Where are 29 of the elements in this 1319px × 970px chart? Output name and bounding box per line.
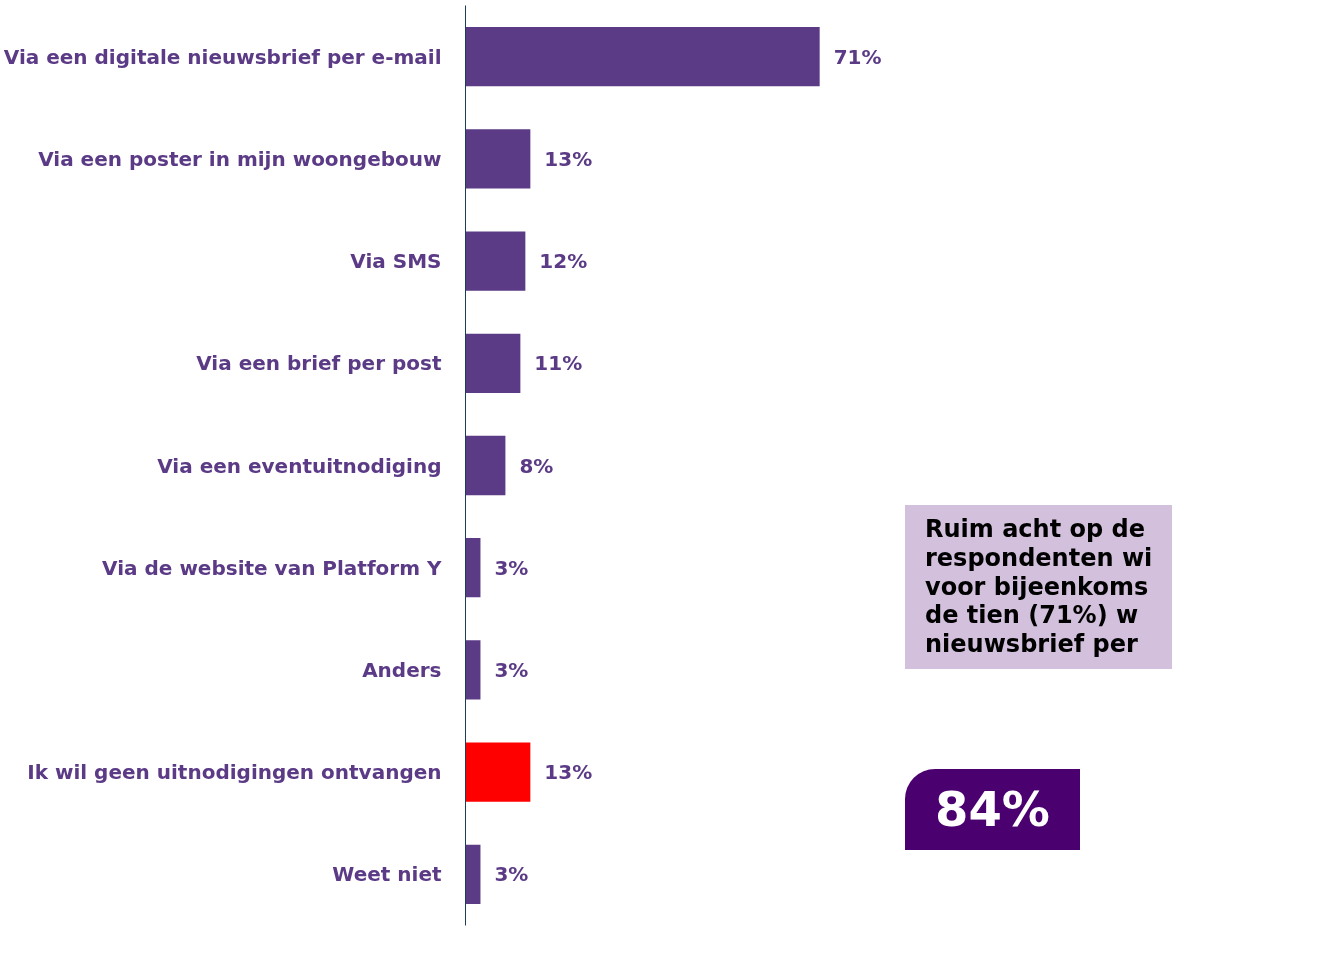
- bar: [465, 333, 521, 393]
- data-label: 11%: [534, 351, 583, 376]
- data-label: 8%: [519, 453, 554, 478]
- data-label: 3%: [494, 862, 529, 887]
- bar: [465, 231, 526, 291]
- bar: [465, 742, 531, 802]
- bar: [465, 435, 506, 496]
- y-tick-label: Ik wil geen uitnodigingen ontvangen: [27, 760, 442, 785]
- bar: [465, 640, 481, 700]
- y-tick-label: Via een poster in mijn woongebouw: [38, 146, 442, 171]
- y-tick-label: Via een eventuitnodiging: [157, 453, 442, 478]
- y-tick-label: Via SMS: [350, 249, 442, 274]
- data-label: 13%: [544, 760, 593, 785]
- bar: [465, 538, 481, 598]
- bar: [465, 844, 481, 905]
- y-tick-label: Anders: [362, 657, 442, 682]
- y-tick-label: Via de website van Platform Y: [102, 555, 443, 580]
- text: Ruim acht op de respondenten wi voor bijeenkoms de tien (71%) w nieuwsbrief per: [925, 515, 1153, 659]
- text: 84%: [935, 780, 1050, 839]
- data-label: 3%: [494, 657, 529, 682]
- y-tick-label: Via een digitale nieuwsbrief per e-mail: [3, 44, 442, 69]
- data-label: 12%: [539, 249, 588, 274]
- y-tick-label: Via een brief per post: [196, 351, 442, 376]
- data-label: 13%: [544, 146, 593, 171]
- data-label: 3%: [494, 555, 529, 580]
- data-label: 71%: [833, 44, 882, 69]
- bar: [465, 129, 531, 189]
- y-tick-label: Weet niet: [332, 862, 442, 887]
- bar: [465, 26, 820, 87]
